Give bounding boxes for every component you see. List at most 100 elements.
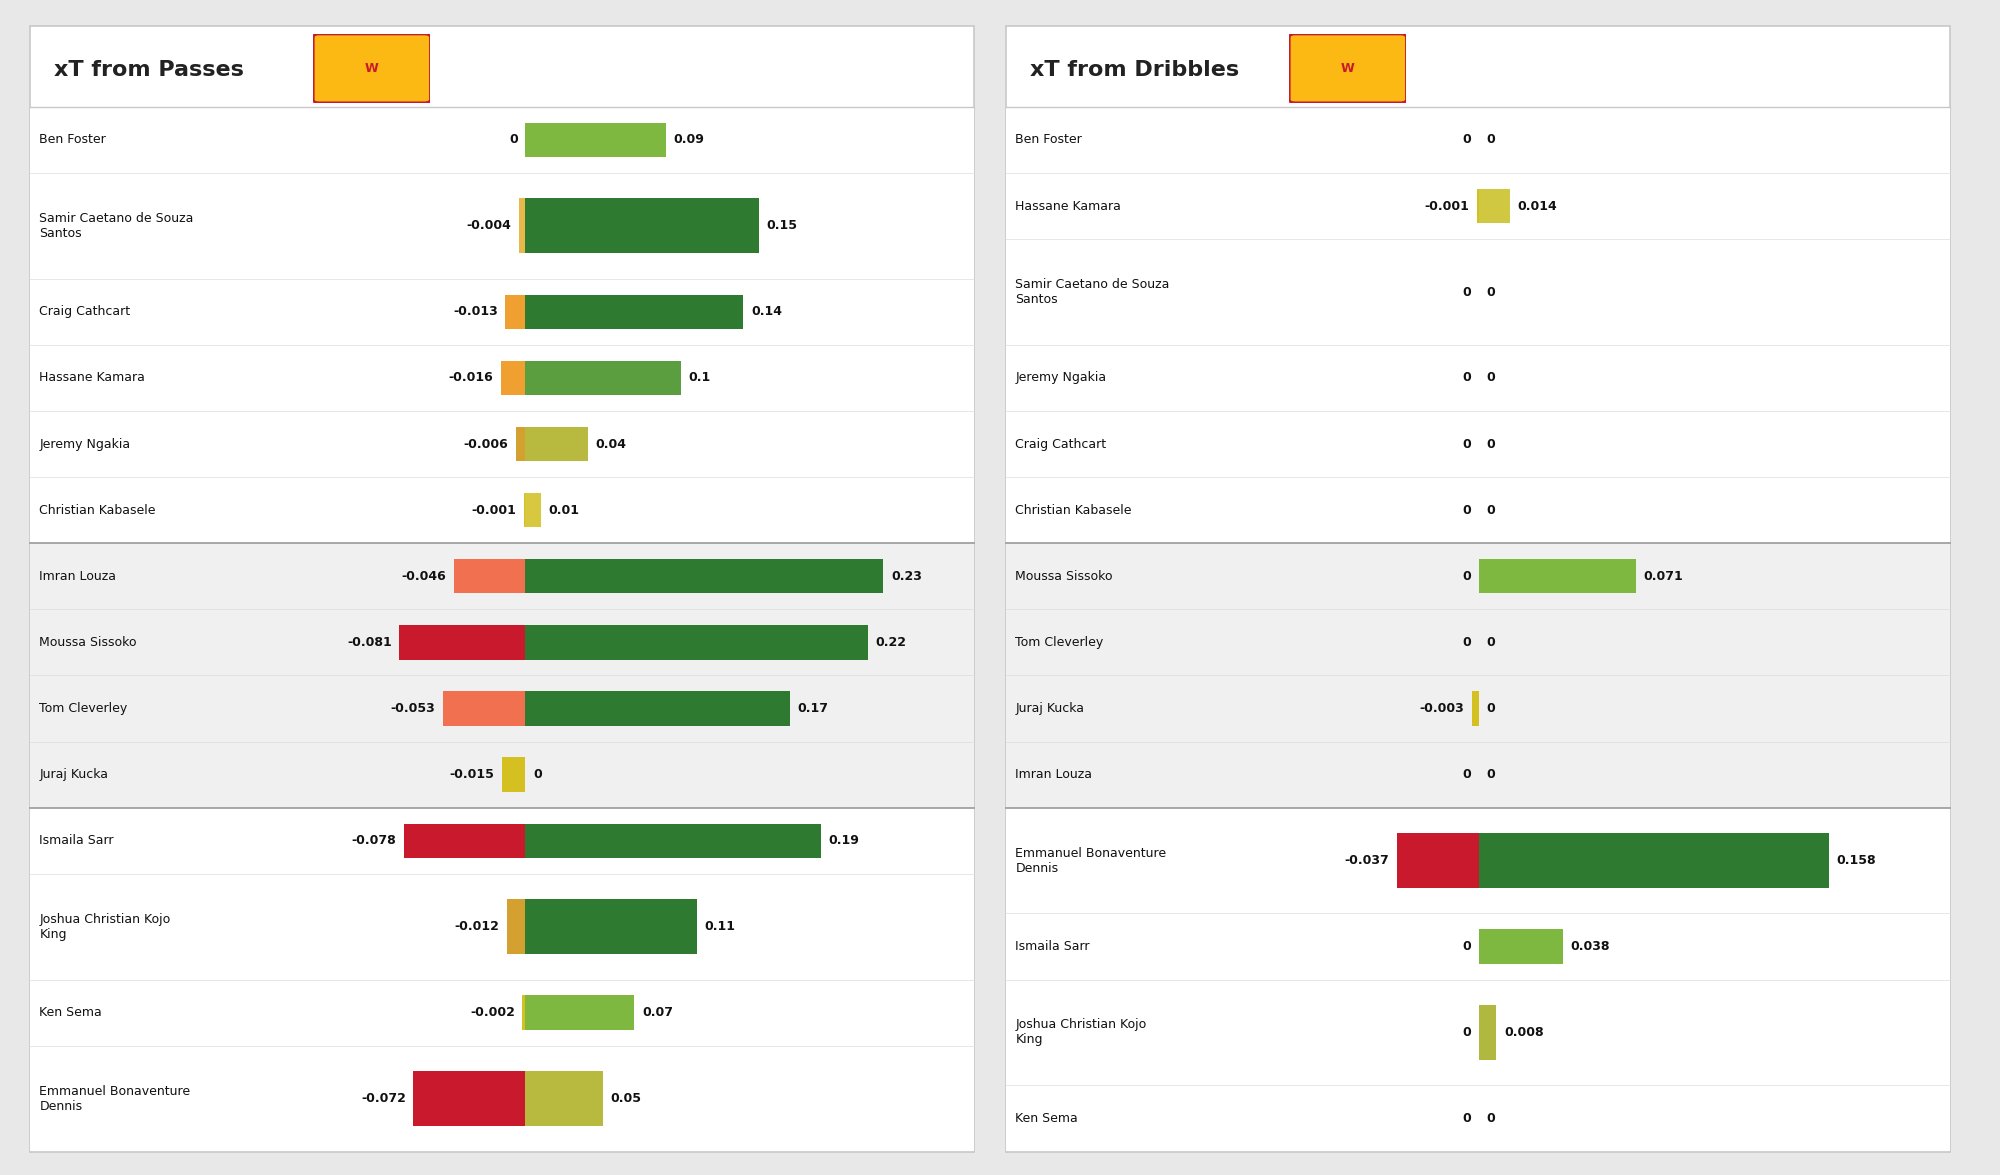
Text: 0.008: 0.008	[1504, 1026, 1544, 1039]
Text: 0: 0	[1486, 286, 1496, 298]
Text: Jeremy Ngakia: Jeremy Ngakia	[40, 437, 130, 450]
Text: 0: 0	[1486, 701, 1496, 716]
Text: -0.046: -0.046	[402, 570, 446, 583]
Text: -0.001: -0.001	[1424, 200, 1468, 213]
Bar	[526, 995, 634, 1029]
Text: 0.23: 0.23	[890, 570, 922, 583]
Text: Ismaila Sarr: Ismaila Sarr	[1016, 940, 1090, 953]
Text: -0.001: -0.001	[472, 504, 516, 517]
Bar	[506, 295, 526, 329]
Text: 0: 0	[1486, 1112, 1496, 1124]
Text: Ken Sema: Ken Sema	[1016, 1112, 1078, 1124]
Text: Ken Sema: Ken Sema	[40, 1006, 102, 1019]
Text: 0.038: 0.038	[1570, 940, 1610, 953]
Text: -0.078: -0.078	[352, 834, 396, 847]
Text: Juraj Kucka: Juraj Kucka	[40, 768, 108, 781]
Text: Craig Cathcart: Craig Cathcart	[40, 306, 130, 318]
Text: Emmanuel Bonaventure
Dennis: Emmanuel Bonaventure Dennis	[1016, 847, 1166, 874]
Bar	[1476, 189, 1478, 223]
Text: Ben Foster: Ben Foster	[40, 134, 106, 147]
Text: Christian Kabasele: Christian Kabasele	[1016, 504, 1132, 517]
Text: Christian Kabasele: Christian Kabasele	[40, 504, 156, 517]
Bar	[1478, 189, 1510, 223]
Text: 0.17: 0.17	[798, 701, 828, 716]
Text: 0: 0	[1462, 1112, 1472, 1124]
Text: 0: 0	[1486, 768, 1496, 781]
Text: Tom Cleverley: Tom Cleverley	[1016, 636, 1104, 649]
Bar	[1478, 1005, 1496, 1060]
Text: Samir Caetano de Souza
Santos: Samir Caetano de Souza Santos	[40, 212, 194, 240]
Text: -0.037: -0.037	[1344, 854, 1390, 867]
Text: 0: 0	[1462, 940, 1472, 953]
Text: -0.013: -0.013	[452, 306, 498, 318]
Text: Samir Caetano de Souza
Santos: Samir Caetano de Souza Santos	[1016, 278, 1170, 306]
Text: 0.158: 0.158	[1836, 854, 1876, 867]
Bar	[526, 427, 588, 462]
Text: 0.01: 0.01	[548, 504, 580, 517]
Text: Moussa Sissoko: Moussa Sissoko	[40, 636, 136, 649]
Text: 0.014: 0.014	[1518, 200, 1558, 213]
Text: 0: 0	[1462, 371, 1472, 384]
Text: Imran Louza: Imran Louza	[1016, 768, 1092, 781]
Bar	[404, 824, 526, 858]
Bar	[526, 361, 682, 395]
Text: -0.015: -0.015	[450, 768, 494, 781]
Text: 0.19: 0.19	[828, 834, 860, 847]
Bar	[414, 1072, 526, 1126]
Text: -0.081: -0.081	[348, 636, 392, 649]
Bar	[1396, 833, 1478, 888]
Text: 0: 0	[1462, 134, 1472, 147]
Text: -0.053: -0.053	[390, 701, 436, 716]
Text: -0.004: -0.004	[466, 220, 512, 233]
Text: -0.072: -0.072	[360, 1092, 406, 1106]
Text: Emmanuel Bonaventure
Dennis: Emmanuel Bonaventure Dennis	[40, 1085, 190, 1113]
Text: 0.11: 0.11	[704, 920, 736, 933]
Text: Ben Foster: Ben Foster	[1016, 134, 1082, 147]
Text: 0.14: 0.14	[750, 306, 782, 318]
Text: 0: 0	[1486, 134, 1496, 147]
Text: 0: 0	[1462, 504, 1472, 517]
Text: 0: 0	[534, 768, 542, 781]
Text: -0.003: -0.003	[1420, 701, 1464, 716]
Text: -0.002: -0.002	[470, 1006, 514, 1019]
Bar	[1478, 559, 1636, 593]
Text: xT from Passes: xT from Passes	[54, 60, 244, 80]
Text: 0: 0	[1462, 437, 1472, 450]
Text: Juraj Kucka: Juraj Kucka	[1016, 701, 1084, 716]
Text: 0: 0	[1462, 570, 1472, 583]
Text: 0.05: 0.05	[610, 1092, 642, 1106]
Bar	[526, 199, 758, 254]
Bar	[1472, 691, 1478, 726]
Bar	[526, 824, 822, 858]
Bar	[454, 559, 526, 593]
Text: 0: 0	[1462, 1026, 1472, 1039]
Text: 0: 0	[1486, 371, 1496, 384]
Text: -0.012: -0.012	[454, 920, 500, 933]
Text: 0.04: 0.04	[596, 437, 626, 450]
Text: Craig Cathcart: Craig Cathcart	[1016, 437, 1106, 450]
Bar	[526, 1072, 604, 1126]
Bar	[526, 691, 790, 726]
Text: 0.1: 0.1	[688, 371, 710, 384]
Text: 0: 0	[510, 134, 518, 147]
Text: Hassane Kamara: Hassane Kamara	[1016, 200, 1122, 213]
Bar	[526, 899, 696, 954]
Bar	[516, 427, 526, 462]
Bar	[526, 559, 884, 593]
FancyBboxPatch shape	[1290, 34, 1406, 103]
Text: Tom Cleverley: Tom Cleverley	[40, 701, 128, 716]
Bar	[526, 295, 744, 329]
Bar	[500, 361, 526, 395]
Text: Jeremy Ngakia: Jeremy Ngakia	[1016, 371, 1106, 384]
Text: 0.09: 0.09	[674, 134, 704, 147]
Bar	[526, 625, 868, 659]
Bar	[1478, 929, 1562, 964]
Text: 0: 0	[1462, 768, 1472, 781]
Text: W: W	[1340, 62, 1354, 75]
Text: -0.006: -0.006	[464, 437, 508, 450]
Text: Moussa Sissoko: Moussa Sissoko	[1016, 570, 1112, 583]
Text: W: W	[364, 62, 378, 75]
Text: 0: 0	[1462, 636, 1472, 649]
Bar	[442, 691, 526, 726]
Text: 0.071: 0.071	[1644, 570, 1684, 583]
